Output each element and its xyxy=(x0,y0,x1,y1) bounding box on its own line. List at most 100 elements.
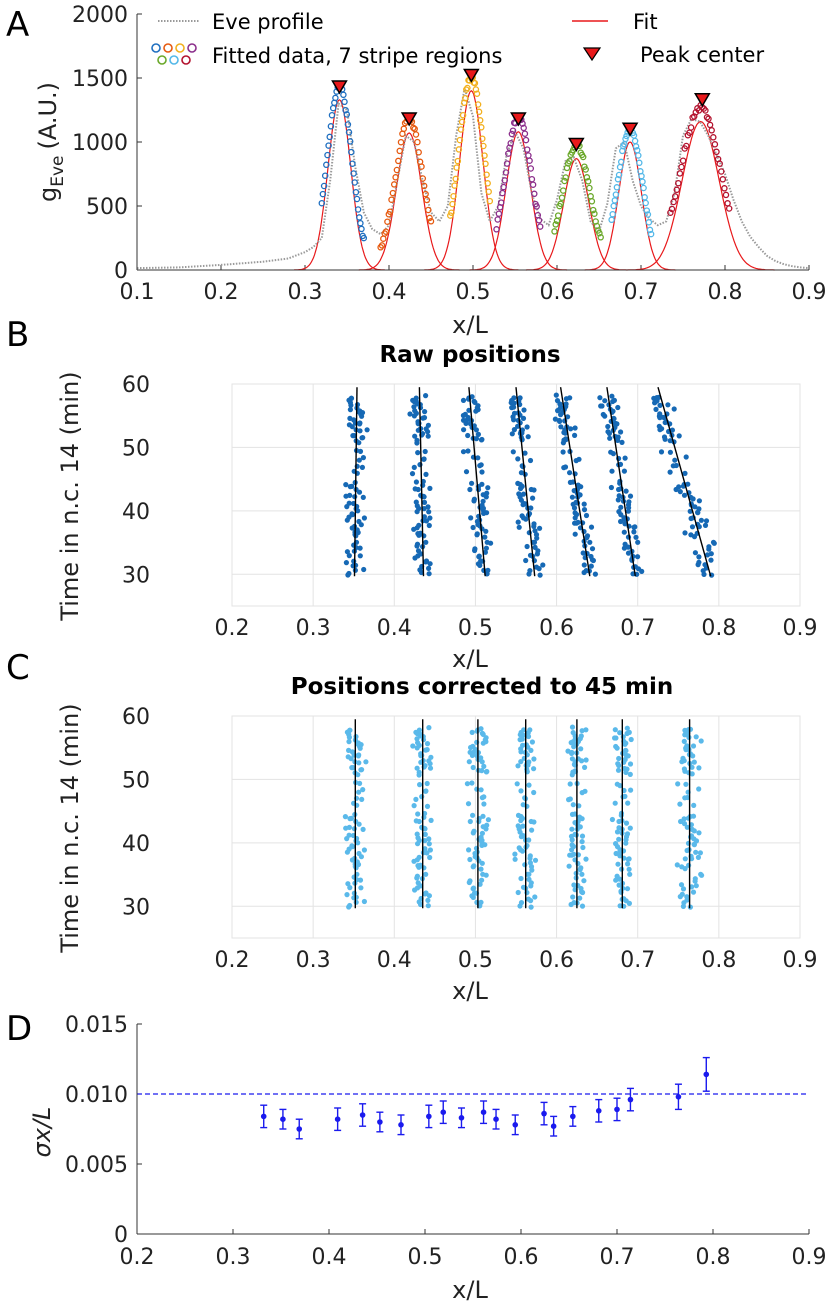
data-point-stripe-4 xyxy=(532,528,538,534)
y-tick-label: 40 xyxy=(122,832,150,857)
peak-center-marker-3 xyxy=(463,68,480,83)
sigma-point xyxy=(426,1113,432,1120)
panel-b-ylabel: Time in n.c. 14 (min) xyxy=(56,371,84,621)
data-point-stripe-7 xyxy=(696,830,702,836)
data-point-stripe-1 xyxy=(348,395,355,401)
data-point-stripe-6 xyxy=(627,493,634,499)
data-point-stripe-6 xyxy=(616,882,622,888)
fitted-data-point-stripe-3 xyxy=(451,182,458,189)
data-point-stripe-7 xyxy=(671,406,677,412)
x-tick-label: 0.6 xyxy=(539,616,574,641)
fitted-data-point-stripe-2 xyxy=(414,138,421,146)
data-point-stripe-3 xyxy=(472,546,478,552)
data-point-stripe-5 xyxy=(579,816,585,822)
fit-curve-stripe-7 xyxy=(626,120,775,271)
data-point-stripe-5 xyxy=(571,843,577,850)
fitted-data-point-stripe-2 xyxy=(420,182,428,190)
data-point-stripe-6 xyxy=(614,829,621,835)
data-point-stripe-4 xyxy=(518,485,524,492)
data-point-stripe-7 xyxy=(681,900,687,906)
fitted-data-point-stripe-2 xyxy=(396,147,403,155)
fitted-data-point-stripe-2 xyxy=(384,218,391,225)
data-point-stripe-2 xyxy=(421,456,427,462)
fitted-data-point-stripe-4 xyxy=(523,146,531,153)
data-point-stripe-4 xyxy=(537,572,543,578)
legend-eve-profile-label: Eve profile xyxy=(212,10,324,34)
fit-line-stripe-6 xyxy=(606,387,636,577)
fitted-data-point-stripe-4 xyxy=(505,150,512,157)
data-point-stripe-6 xyxy=(619,439,625,445)
data-point-stripe-2 xyxy=(428,754,434,760)
fitted-data-point-stripe-4 xyxy=(507,140,514,147)
data-point-stripe-4 xyxy=(529,827,535,833)
peak-center-marker-1 xyxy=(331,80,348,95)
data-point-stripe-1 xyxy=(349,765,355,771)
sigma-point xyxy=(280,1116,286,1122)
data-point-stripe-4 xyxy=(520,415,527,421)
fitted-data-point-stripe-6 xyxy=(617,158,625,166)
data-point-stripe-2 xyxy=(415,419,421,425)
fitted-data-point-stripe-1 xyxy=(325,142,332,149)
data-point-stripe-2 xyxy=(417,782,423,788)
data-point-stripe-4 xyxy=(531,521,537,527)
data-point-stripe-3 xyxy=(478,726,484,732)
data-point-stripe-6 xyxy=(618,812,624,818)
data-point-stripe-2 xyxy=(413,479,419,485)
data-point-stripe-4 xyxy=(525,434,531,440)
fitted-data-point-stripe-2 xyxy=(392,174,399,181)
panel-b-grid xyxy=(231,383,801,607)
data-point-stripe-2 xyxy=(415,548,422,554)
data-point-stripe-1 xyxy=(346,500,352,506)
data-point-stripe-1 xyxy=(347,492,353,498)
data-point-stripe-5 xyxy=(572,432,578,438)
data-point-stripe-1 xyxy=(359,464,365,470)
data-point-stripe-4 xyxy=(516,524,522,530)
data-point-stripe-1 xyxy=(360,787,366,793)
data-point-stripe-5 xyxy=(580,550,586,556)
data-point-stripe-2 xyxy=(424,747,430,753)
fitted-data-point-stripe-1 xyxy=(358,225,365,233)
data-point-stripe-7 xyxy=(699,872,705,878)
data-point-stripe-3 xyxy=(472,850,478,857)
data-point-stripe-7 xyxy=(690,496,696,502)
fitted-data-point-stripe-2 xyxy=(393,166,401,174)
data-point-stripe-5 xyxy=(583,727,589,733)
data-point-stripe-1 xyxy=(363,759,369,765)
fitted-data-point-stripe-1 xyxy=(344,121,352,128)
data-point-stripe-6 xyxy=(626,866,632,872)
legend-ring-stripe-6 xyxy=(169,55,179,65)
fitted-data-point-stripe-5 xyxy=(557,200,564,208)
data-point-stripe-1 xyxy=(361,898,367,905)
data-point-stripe-3 xyxy=(482,549,488,555)
fitted-data-point-stripe-6 xyxy=(614,175,622,183)
data-point-stripe-4 xyxy=(529,739,536,745)
sigma-point xyxy=(334,1116,341,1122)
data-point-stripe-3 xyxy=(461,427,467,433)
fitted-data-point-stripe-4 xyxy=(522,136,530,144)
x-tick-label: 0.3 xyxy=(296,948,331,973)
data-point-stripe-1 xyxy=(360,455,366,461)
panel-a-peak-centers xyxy=(331,68,711,153)
data-point-stripe-3 xyxy=(469,780,475,786)
data-point-stripe-4 xyxy=(520,491,527,497)
fitted-data-point-stripe-6 xyxy=(640,184,647,192)
data-point-stripe-6 xyxy=(615,861,621,867)
data-point-stripe-2 xyxy=(426,509,432,515)
data-point-stripe-4 xyxy=(528,883,534,889)
data-point-stripe-5 xyxy=(588,524,595,530)
data-point-stripe-2 xyxy=(415,450,421,456)
data-point-stripe-2 xyxy=(427,515,433,521)
data-point-stripe-1 xyxy=(350,844,356,850)
data-point-stripe-7 xyxy=(658,449,665,455)
data-point-stripe-2 xyxy=(424,803,431,810)
data-point-stripe-6 xyxy=(622,793,628,800)
data-point-stripe-2 xyxy=(425,903,431,909)
data-point-stripe-1 xyxy=(349,483,355,489)
x-tick-label: 0.9 xyxy=(783,616,818,641)
panel-c-title: Positions corrected to 45 min xyxy=(291,674,673,700)
data-point-stripe-7 xyxy=(675,781,681,787)
fitted-data-point-stripe-2 xyxy=(389,189,397,197)
data-point-stripe-2 xyxy=(423,539,429,545)
fitted-data-point-stripe-6 xyxy=(636,159,643,167)
data-point-stripe-6 xyxy=(624,886,631,892)
